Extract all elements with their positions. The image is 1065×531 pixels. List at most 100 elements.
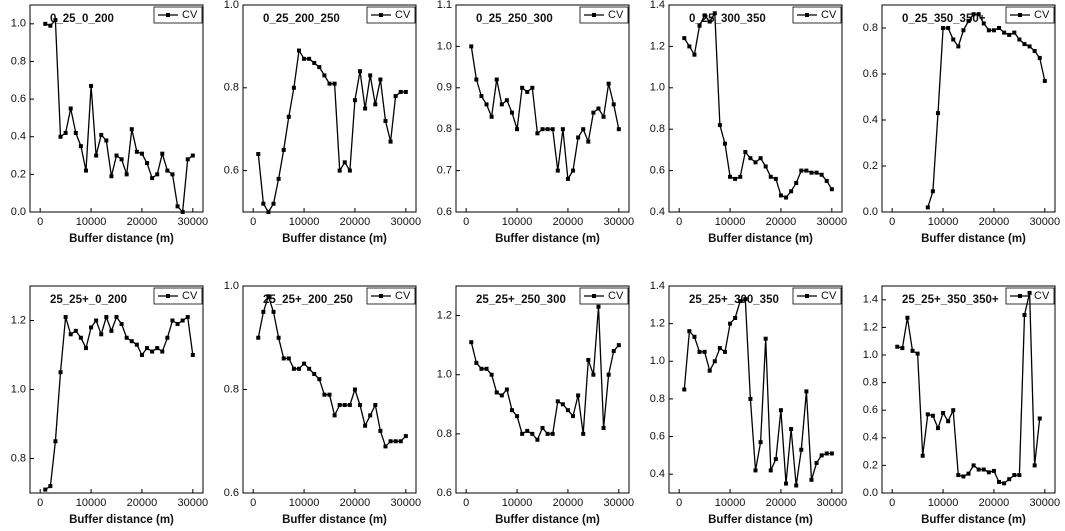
marker — [728, 174, 733, 179]
y-tick-label: 0.4 — [863, 432, 878, 444]
x-tick-label: 0 — [889, 216, 895, 228]
marker — [89, 83, 94, 88]
marker — [571, 168, 576, 173]
legend-marker — [592, 294, 596, 298]
legend-marker — [805, 294, 809, 298]
x-tick-label: 30000 — [1030, 497, 1061, 509]
marker — [48, 484, 53, 489]
y-tick-label: 1.0 — [437, 40, 452, 52]
marker — [291, 366, 296, 371]
marker — [53, 439, 58, 444]
marker — [129, 339, 134, 344]
marker — [1037, 416, 1042, 421]
marker — [403, 434, 408, 439]
marker — [165, 335, 170, 340]
marker — [296, 48, 301, 53]
x-tick-label: 20000 — [979, 497, 1010, 509]
marker — [515, 127, 520, 132]
y-tick-label: 0.8 — [224, 82, 239, 94]
marker — [1017, 473, 1022, 478]
x-axis-label: Buffer distance (m) — [69, 514, 174, 526]
marker — [961, 28, 966, 33]
y-tick-label: 1.0 — [863, 349, 878, 361]
marker — [494, 77, 499, 82]
marker — [373, 403, 378, 408]
marker — [352, 98, 357, 103]
marker — [986, 470, 991, 475]
marker — [971, 12, 976, 17]
marker — [611, 102, 616, 107]
marker — [286, 114, 291, 119]
plot-frame — [29, 4, 204, 213]
marker — [991, 28, 996, 33]
marker — [692, 334, 697, 339]
x-tick-label: 20000 — [979, 216, 1010, 228]
legend: CV — [153, 287, 203, 305]
marker — [712, 359, 717, 364]
plot-frame — [881, 4, 1056, 213]
marker — [175, 204, 180, 209]
legend-marker — [379, 13, 383, 17]
plot-frame — [455, 4, 630, 213]
legend-marker — [166, 294, 170, 298]
marker — [271, 309, 276, 314]
marker — [702, 13, 707, 18]
marker — [601, 114, 606, 119]
legend-label: CV — [1034, 290, 1050, 302]
marker — [43, 21, 48, 26]
marker — [489, 114, 494, 119]
marker — [119, 157, 124, 162]
panel: 0.6 0.8 1.0 0 10000 20000 30000 Buffer distance… — [224, 280, 421, 526]
marker — [814, 460, 819, 465]
marker — [139, 353, 144, 357]
marker — [606, 372, 611, 377]
x-tick-label: 10000 — [289, 497, 320, 509]
marker — [383, 118, 388, 123]
y-tick-label: 0.2 — [11, 168, 26, 180]
y-tick-label: 0.6 — [863, 404, 878, 416]
y-tick-label: 1.2 — [437, 309, 452, 321]
marker — [1032, 463, 1037, 468]
marker — [307, 56, 312, 61]
marker — [261, 201, 266, 206]
marker — [388, 139, 393, 144]
marker — [317, 377, 322, 382]
marker — [83, 168, 88, 173]
marker — [738, 174, 743, 179]
marker — [352, 387, 357, 392]
marker — [494, 390, 499, 395]
marker — [591, 110, 596, 115]
marker — [479, 366, 484, 371]
marker — [682, 387, 687, 392]
y-tick-label: 1.4 — [863, 294, 878, 306]
marker — [104, 315, 109, 320]
y-tick-label: 0.7 — [437, 165, 452, 177]
marker — [809, 170, 814, 175]
marker — [581, 431, 586, 436]
x-tick-label: 20000 — [340, 216, 371, 228]
marker — [266, 294, 271, 299]
chart-title: 25_25+_200_250 — [263, 294, 353, 306]
marker — [535, 437, 540, 442]
marker — [733, 315, 738, 320]
legend-marker — [1018, 294, 1022, 298]
marker — [129, 127, 134, 132]
plot-frame — [242, 285, 417, 494]
y-tick-label: 0.8 — [863, 377, 878, 389]
plot-frame — [455, 285, 630, 494]
marker — [576, 393, 581, 398]
marker — [180, 318, 185, 323]
marker — [1002, 30, 1007, 35]
y-tick-label: 0.6 — [650, 165, 665, 177]
panel: 0.6 0.7 0.8 0.9 1.0 1.1 0 10000 20000 30000 Buffer… — [437, 0, 634, 245]
marker — [43, 487, 48, 492]
marker — [550, 127, 555, 132]
x-tick-label: 20000 — [766, 216, 797, 228]
marker — [78, 335, 83, 340]
legend-label: CV — [608, 9, 624, 21]
marker — [814, 170, 819, 175]
marker — [966, 19, 971, 24]
marker — [322, 73, 327, 78]
marker — [114, 153, 119, 158]
y-tick-label: 0.2 — [863, 160, 878, 172]
